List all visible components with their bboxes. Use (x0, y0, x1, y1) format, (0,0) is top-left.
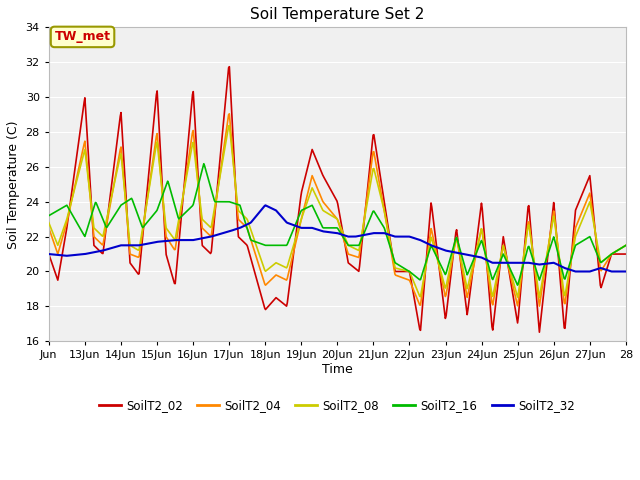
SoilT2_02 (398, 269, 406, 275)
SoilT2_16 (398, 264, 406, 270)
Title: Soil Temperature Set 2: Soil Temperature Set 2 (250, 7, 424, 22)
SoilT2_32 (113, 244, 120, 250)
SoilT2_04 (113, 168, 120, 173)
SoilT2_02 (270, 297, 278, 303)
SoilT2_32 (45, 251, 52, 257)
SoilT2_08 (398, 267, 406, 273)
SoilT2_04 (248, 240, 256, 246)
SoilT2_02 (219, 129, 227, 134)
SoilT2_16 (622, 242, 630, 248)
SoilT2_32 (430, 243, 438, 249)
Line: SoilT2_08: SoilT2_08 (49, 125, 626, 298)
SoilT2_08 (225, 122, 233, 128)
SoilT2_32 (247, 219, 255, 225)
SoilT2_04 (45, 225, 52, 231)
SoilT2_04 (270, 274, 278, 280)
SoilT2_02 (45, 251, 52, 257)
Line: SoilT2_16: SoilT2_16 (49, 164, 626, 285)
SoilT2_04 (219, 154, 227, 159)
Text: TW_met: TW_met (54, 30, 111, 43)
SoilT2_08 (536, 295, 543, 300)
Line: SoilT2_02: SoilT2_02 (49, 67, 626, 332)
SoilT2_16 (220, 199, 227, 204)
SoilT2_08 (113, 170, 120, 176)
SoilT2_16 (200, 161, 207, 167)
SoilT2_04 (536, 303, 543, 309)
SoilT2_16 (270, 242, 278, 248)
Legend: SoilT2_02, SoilT2_04, SoilT2_08, SoilT2_16, SoilT2_32: SoilT2_02, SoilT2_04, SoilT2_08, SoilT2_… (95, 394, 580, 417)
SoilT2_32 (622, 269, 630, 275)
Line: SoilT2_32: SoilT2_32 (49, 205, 626, 272)
SoilT2_32 (262, 203, 269, 208)
SoilT2_16 (45, 213, 52, 218)
SoilT2_02 (248, 260, 256, 265)
SoilT2_32 (572, 269, 579, 275)
SoilT2_32 (398, 234, 406, 240)
SoilT2_32 (270, 206, 278, 212)
SoilT2_08 (219, 158, 227, 164)
SoilT2_08 (270, 262, 278, 267)
SoilT2_16 (113, 209, 120, 215)
X-axis label: Time: Time (322, 363, 353, 376)
SoilT2_02 (622, 251, 630, 257)
SoilT2_04 (622, 242, 630, 248)
Y-axis label: Soil Temperature (C): Soil Temperature (C) (7, 120, 20, 249)
SoilT2_08 (248, 230, 256, 236)
SoilT2_08 (622, 242, 630, 248)
SoilT2_08 (45, 220, 52, 226)
SoilT2_16 (514, 282, 522, 288)
SoilT2_04 (398, 275, 406, 280)
SoilT2_16 (248, 238, 256, 243)
SoilT2_32 (219, 230, 227, 236)
SoilT2_08 (430, 244, 438, 250)
SoilT2_04 (225, 111, 233, 117)
SoilT2_02 (225, 64, 233, 70)
SoilT2_04 (430, 239, 438, 245)
SoilT2_02 (113, 143, 120, 149)
Line: SoilT2_04: SoilT2_04 (49, 114, 626, 306)
SoilT2_16 (430, 249, 438, 254)
SoilT2_02 (536, 329, 543, 335)
SoilT2_02 (430, 223, 438, 228)
